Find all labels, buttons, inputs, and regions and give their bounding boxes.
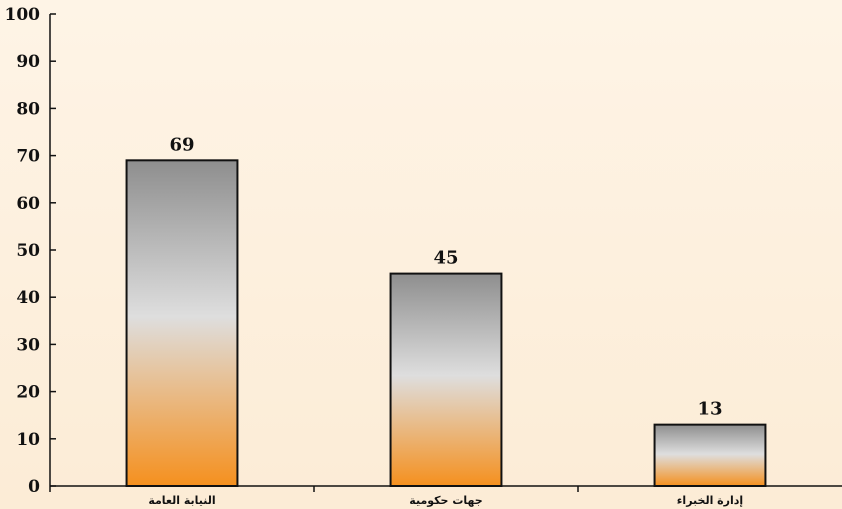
y-tick-label: 100	[5, 5, 41, 25]
y-tick-label: 40	[16, 288, 40, 308]
y-axis-ticks: 0 10 20 30 40 50 60 70 80 90 100	[5, 5, 56, 497]
y-tick-label: 50	[16, 241, 40, 261]
category-label: إدارة الخبراء	[677, 494, 743, 507]
y-tick-label: 60	[16, 194, 40, 214]
y-tick-label: 30	[16, 335, 40, 355]
category-labels: النيابة العامة جهات حكومية إدارة الخبراء	[148, 494, 743, 507]
value-labels: 69 45 13	[169, 134, 722, 419]
bar-value-label: 45	[433, 248, 458, 269]
bar	[653, 423, 767, 488]
y-tick-label: 90	[16, 52, 40, 72]
category-label: جهات حكومية	[409, 494, 482, 507]
bar-value-label: 69	[169, 134, 194, 155]
bar-value-label: 13	[697, 399, 722, 420]
x-axis-ticks	[49, 486, 579, 492]
y-tick-label: 70	[16, 147, 40, 167]
bar	[125, 159, 239, 487]
bar	[389, 272, 503, 487]
category-label: النيابة العامة	[148, 494, 215, 507]
y-tick-label: 20	[16, 383, 40, 403]
bars-group	[125, 159, 767, 488]
y-tick-label: 80	[16, 99, 40, 119]
y-tick-label: 0	[28, 477, 40, 497]
y-tick-label: 10	[16, 430, 40, 450]
